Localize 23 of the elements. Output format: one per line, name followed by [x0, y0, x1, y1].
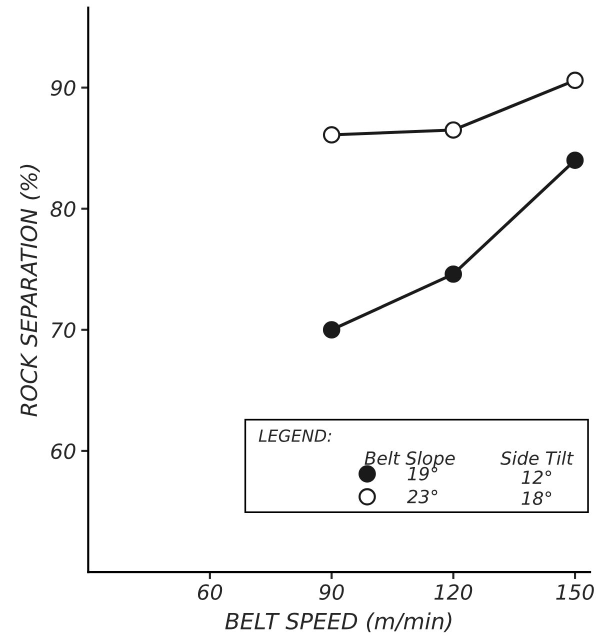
annotation: Belt Slope: [364, 450, 455, 468]
y-tick-label: 60: [51, 443, 76, 460]
x-axis-title: BELT SPEED (m/min): [225, 612, 452, 632]
x-tick-label: 120: [434, 584, 472, 600]
y-tick-label: 90: [50, 80, 76, 96]
legend-label: 23°: [407, 490, 438, 504]
annotation: 12°: [522, 470, 552, 484]
y-tick-label: 80: [50, 201, 76, 217]
annotation: Side Tilt: [500, 450, 574, 465]
x-tick-label: 150: [556, 584, 594, 600]
y-tick-label: 70: [52, 322, 76, 338]
legend-label: 19°: [408, 466, 438, 480]
point: [444, 121, 462, 139]
x-tick-label: 60: [198, 584, 222, 600]
x-tick-label: 90: [319, 584, 344, 600]
point: [322, 126, 340, 144]
point: [444, 265, 462, 283]
legend-title: LEGEND:: [258, 429, 332, 442]
annotation: 18°: [522, 491, 552, 506]
y-axis-title: ROCK SEPARATION (%): [20, 164, 40, 417]
point: [322, 321, 340, 339]
point: [566, 152, 584, 169]
point: [566, 72, 584, 90]
